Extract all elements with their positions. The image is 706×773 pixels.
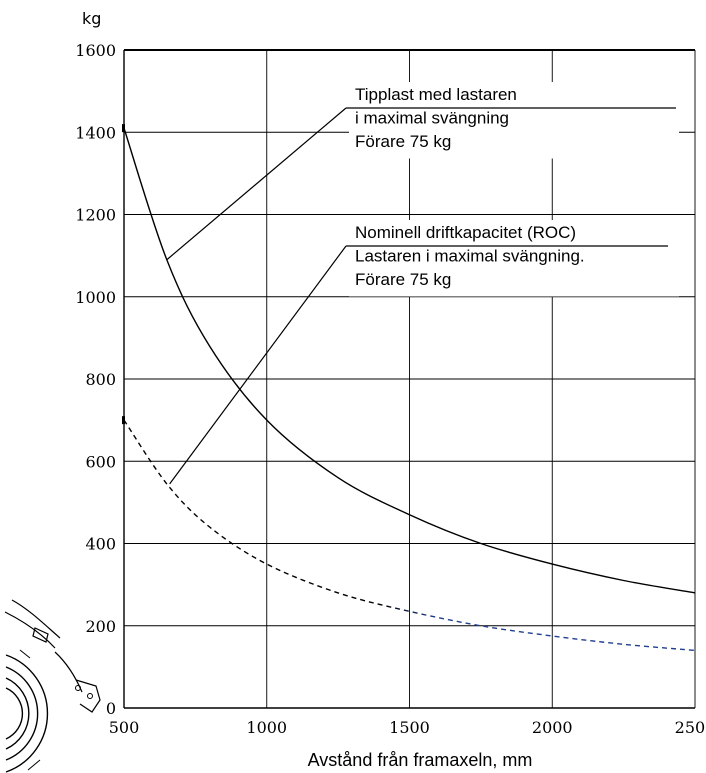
annotation-text: Tipplast med lastaren (355, 85, 517, 104)
annotations: Tipplast med lastaren i maximal svängning… (166, 82, 679, 485)
y-axis-unit: kg (82, 9, 101, 28)
tick-labels: 0 200 400 600 800 1000 1200 1400 1600 500 1000 1500… (75, 41, 706, 737)
y-tick-label: 1200 (75, 206, 116, 225)
machine-wheel-drawing (4, 599, 101, 773)
y-tick-label: 1600 (75, 41, 116, 60)
y-tick-label: 0 (106, 699, 116, 718)
series-start-marker (122, 124, 125, 133)
y-tick-label: 200 (85, 617, 116, 636)
annotation-text: Förare 75 kg (355, 270, 451, 289)
x-tick-label: 1500 (389, 718, 430, 737)
x-tick-label: 2000 (532, 718, 573, 737)
annotation-text: Nominell driftkapacitet (ROC) (355, 223, 576, 242)
axes (123, 49, 695, 709)
annotation-text: i maximal svängning (355, 109, 509, 128)
y-tick-label: 1400 (75, 123, 116, 142)
annotation-background (349, 220, 679, 297)
x-axis-label: Avstånd från framaxeln, mm (308, 750, 533, 770)
x-tick-label: 1000 (246, 718, 287, 737)
annotation-leader (166, 107, 347, 261)
series-start-marker (122, 416, 125, 425)
y-tick-label: 800 (85, 370, 116, 389)
y-tick-label: 600 (85, 452, 116, 471)
x-tick-label: 500 (109, 718, 140, 737)
series-line-1 (123, 127, 696, 594)
annotation-background (349, 82, 679, 159)
y-tick-label: 400 (85, 535, 116, 554)
annotation-text: Lastaren i maximal svängning. (355, 247, 585, 266)
series-group (122, 124, 696, 652)
grid (123, 49, 696, 709)
x-tick-label: 2500 (675, 718, 706, 737)
series-line-2 (123, 419, 696, 652)
annotation-leader (169, 245, 347, 485)
y-tick-label: 1000 (75, 288, 116, 307)
annotation-text: Förare 75 kg (355, 132, 451, 151)
